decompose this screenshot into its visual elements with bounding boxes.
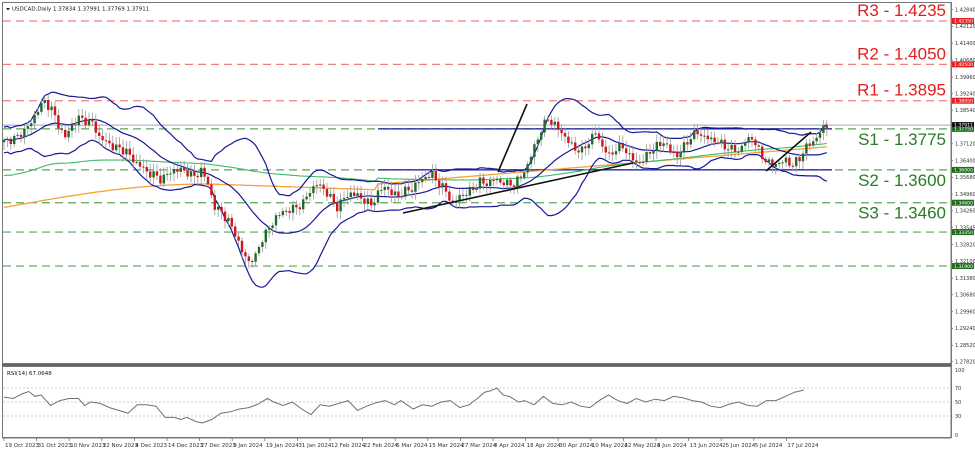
rsi-scale-label: 50 (955, 400, 961, 406)
trendline-1[interactable] (402, 162, 634, 214)
price-tick: 1.31380 (955, 276, 975, 282)
date-tick: 5 Jul 2024 (755, 443, 783, 449)
date-tick: 8 Apr 2024 (494, 443, 525, 449)
date-tick: 3 Jun 2024 (657, 443, 687, 449)
svg-text:1.31900: 1.31900 (954, 264, 973, 270)
price-tick: 1.37120 (955, 141, 975, 147)
candlesticks (2, 95, 828, 269)
date-tick: 27 Mar 2024 (461, 443, 496, 449)
rsi-scale-label: 70 (955, 386, 961, 392)
level-label-r2: R2 - 1.4050 (857, 44, 946, 63)
date-tick: 10 May 2024 (592, 443, 628, 449)
level-label-r3: R3 - 1.4235 (857, 1, 946, 20)
price-tick: 1.36400 (955, 158, 975, 164)
date-tick: 25 Jun 2024 (722, 443, 756, 449)
price-tag-r3 (952, 18, 974, 24)
price-tick: 1.27820 (955, 360, 975, 366)
svg-text:1.42350: 1.42350 (954, 19, 973, 25)
date-tick: 19 Jan 2024 (266, 443, 299, 449)
price-tag-s1 (952, 125, 974, 132)
svg-text:1.37750: 1.37750 (954, 127, 973, 133)
date-tick: 22 Nov 2023 (103, 443, 139, 449)
rsi-indicator: 100 70 50 30 0 (3, 368, 965, 439)
price-tick: 1.30680 (955, 292, 975, 298)
date-tick: 13 Jun 2024 (690, 443, 724, 449)
current-price-tag (952, 122, 974, 128)
date-tick: 22 Feb 2024 (364, 443, 399, 449)
date-tick: 31 Jan 2024 (298, 443, 331, 449)
rsi-scale-label: 0 (955, 433, 958, 439)
trendlines[interactable] (402, 103, 812, 214)
price-tick: 1.32820 (955, 242, 975, 248)
price-tick: 1.39240 (955, 92, 975, 98)
date-tick: 9 Jan 2024 (233, 443, 263, 449)
price-tag-s2 (952, 166, 974, 173)
price-tick: 1.42840 (955, 7, 975, 13)
symbol-header: USDCAD,Daily 1.37834 1.37991 1.37769 1.3… (6, 7, 149, 13)
rsi-scale-label: 30 (955, 414, 961, 420)
symbol-ohlc-text: USDCAD,Daily 1.37834 1.37991 1.37769 1.3… (12, 7, 149, 13)
svg-text:1.34600: 1.34600 (954, 200, 973, 206)
price-tick: 1.35680 (955, 175, 975, 181)
dropdown-triangle-icon[interactable] (6, 8, 10, 11)
date-tick: 5 Mar 2024 (396, 443, 428, 449)
date-tick: 27 Dec 2023 (201, 443, 237, 449)
trendline-2[interactable] (497, 103, 528, 173)
svg-text:1.40500: 1.40500 (954, 62, 973, 68)
svg-text:1.36000: 1.36000 (954, 168, 973, 174)
date-tick: 4 Dec 2023 (135, 443, 167, 449)
svg-text:1.33350: 1.33350 (954, 230, 973, 236)
date-tick: 19 Oct 2023 (5, 443, 40, 449)
price-tick: 1.28520 (955, 343, 975, 349)
price-tag-l4 (952, 229, 974, 236)
bb-lower-line (3, 139, 828, 288)
price-tick: 1.33545 (955, 225, 975, 231)
rsi-scale-label: 100 (955, 368, 965, 374)
level-label-s2: S2 - 1.3600 (858, 171, 946, 190)
price-tag-r2 (952, 61, 974, 68)
level-label-r1: R1 - 1.3895 (857, 81, 946, 100)
date-tick: 10 Nov 2023 (70, 443, 106, 449)
date-tick: 30 Apr 2024 (559, 443, 594, 449)
price-tick: 1.38540 (955, 108, 975, 114)
date-tick: 18 Apr 2024 (527, 443, 562, 449)
trendline-3[interactable] (765, 131, 812, 172)
main-pane-frame (2, 2, 952, 364)
price-axis: 1.42840 1.42120 1.41400 1.40680 1.39960 1.392… (950, 2, 975, 438)
price-tick: 1.32100 (955, 259, 975, 265)
level-label-s1: S1 - 1.3775 (858, 130, 946, 149)
rsi-title: RSI(14) 67.0648 (7, 371, 52, 377)
svg-text:1.38950: 1.38950 (954, 98, 973, 104)
price-tick: 1.40680 (955, 58, 975, 64)
price-tick: 1.29240 (955, 326, 975, 332)
price-tick: 1.39960 (955, 75, 975, 81)
price-tag-r1 (952, 97, 974, 104)
price-tag-s3 (952, 199, 974, 206)
date-tick: 22 May 2024 (624, 443, 660, 449)
price-tag-l5 (952, 263, 974, 270)
price-tick: 1.34260 (955, 209, 975, 215)
date-tick: 14 Dec 2023 (168, 443, 204, 449)
date-tick: 17 Jul 2024 (787, 443, 819, 449)
date-tick: 31 Oct 2023 (38, 443, 73, 449)
date-tick: 12 Feb 2024 (331, 443, 366, 449)
level-label-s3: S3 - 1.3460 (858, 204, 946, 223)
price-tick: 1.34960 (955, 192, 975, 198)
price-tick: 1.42120 (955, 24, 975, 30)
rsi-line (3, 387, 804, 424)
date-tick: 15 Mar 2024 (429, 443, 464, 449)
svg-text:1.37911: 1.37911 (954, 122, 973, 128)
price-tick: 1.29960 (955, 309, 975, 315)
price-tick: 1.41400 (955, 41, 975, 47)
